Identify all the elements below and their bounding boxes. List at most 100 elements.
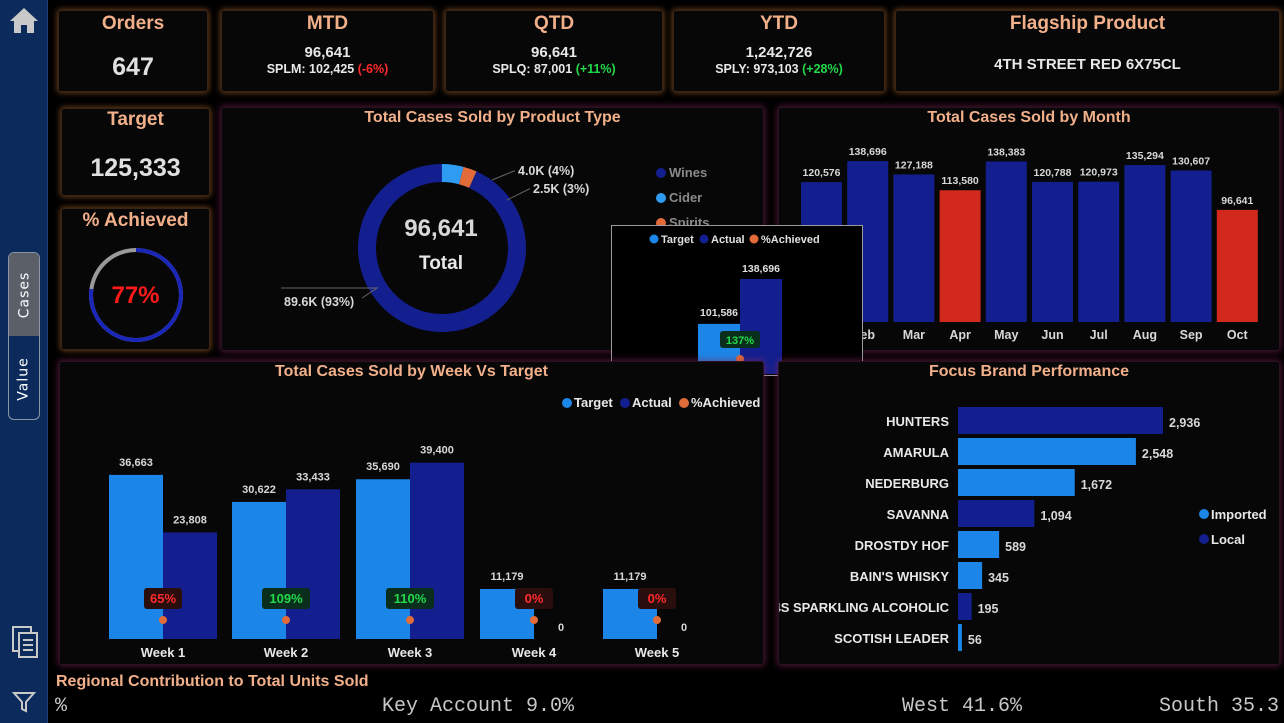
brand-category-label: AMARULA — [883, 445, 949, 460]
month-bar-mar — [893, 174, 935, 322]
month-bar-jun — [1032, 181, 1073, 322]
brand-category-label: 4S SPARKLING ALCOHOLIC — [779, 600, 950, 615]
week-achieved-badge — [638, 588, 676, 609]
brand-legend-marker — [1199, 509, 1209, 519]
week-target-label: 36,663 — [119, 457, 153, 469]
orders-value: 647 — [112, 53, 154, 81]
month-data-label: 120,576 — [803, 167, 841, 179]
qtd-title: QTD — [533, 13, 575, 34]
week-achieved-point — [653, 616, 661, 624]
month-data-label: 138,696 — [849, 146, 887, 158]
month-tick-label: Aug — [1133, 328, 1157, 342]
week-tick-label: Week 2 — [264, 645, 309, 660]
tooltip-legend-marker — [649, 234, 659, 244]
tooltip-chart: Target Actual %Achieved 101,586 138,696 137% — [649, 234, 820, 374]
brand-data-label: 195 — [978, 602, 999, 616]
toggle-value[interactable]: Value — [16, 356, 33, 401]
tooltip-legend-label: Target — [661, 234, 694, 246]
legend-marker-wines — [656, 168, 666, 178]
gauge-fill — [89, 248, 183, 342]
ticker-item: West 41.6% — [902, 695, 1023, 718]
brand-category-label: SAVANNA — [887, 507, 950, 522]
week-target-label: 11,179 — [490, 571, 523, 583]
ticker-item: South 35.3 — [1159, 695, 1280, 718]
brand-bar — [958, 624, 962, 651]
brand-category-label: BAIN'S WHISKY — [850, 569, 949, 584]
month-bar-sep — [1170, 170, 1212, 322]
month-title: Total Cases Sold by Month — [927, 109, 1131, 126]
week-achieved-label: 65% — [150, 591, 176, 606]
week-legend-marker — [679, 398, 689, 408]
home-icon[interactable] — [9, 6, 39, 34]
tooltip-legend-marker — [699, 234, 709, 244]
month-data-label: 120,973 — [1080, 167, 1118, 179]
week-achieved-badge — [515, 588, 553, 609]
brand-legend-marker — [1199, 534, 1209, 544]
mtd-card: MTD 96,641 SPLM: 102,425 (-6%) — [221, 10, 434, 92]
month-tick-label: Mar — [903, 328, 925, 342]
brand-bar — [958, 500, 1035, 527]
month-tick-label: eb — [860, 328, 875, 342]
target-value: 125,333 — [90, 154, 181, 182]
flagship-title: Flagship Product — [1009, 13, 1166, 34]
brand-legend-label: Local — [1211, 532, 1245, 547]
brand-data-label: 1,094 — [1040, 509, 1071, 523]
donut-data-label: 2.5K (3%) — [533, 182, 589, 196]
mtd-compare: SPLM: 102,425 (-6%) — [266, 62, 389, 76]
month-bar-apr — [939, 190, 981, 322]
week-actual-label: 0 — [558, 622, 564, 634]
month-tick-label: Oct — [1227, 328, 1249, 342]
brand-chart: HUNTERS 2,936 AMARULA 2,548 NEDERBURG 1,672 SA… — [779, 407, 1267, 651]
tooltip-achieved-label: 137% — [726, 335, 754, 347]
legend-label-wines: Wines — [669, 165, 707, 180]
month-data-label: 130,607 — [1172, 155, 1210, 167]
week-achieved-badge — [386, 588, 434, 609]
week-tick-label: Week 5 — [635, 645, 680, 660]
month-data-label: 135,294 — [1126, 150, 1164, 162]
week-target-label: 30,622 — [242, 484, 276, 496]
tooltip-legend-label: %Achieved — [761, 234, 820, 246]
week-legend-label: Target — [574, 395, 613, 410]
mtd-title: MTD — [306, 13, 349, 34]
tooltip-legend-marker — [749, 234, 759, 244]
week-achieved-point — [406, 616, 414, 624]
week-title: Total Cases Sold by Week Vs Target — [275, 363, 548, 380]
product-type-donut: 89.6K (93%)4.0K (4%)2.5K (3%)WinesCiderS… — [281, 164, 709, 332]
week-achieved-point — [282, 616, 290, 624]
donut-slice-cider — [441, 164, 464, 185]
brand-category-label: HUNTERS — [886, 414, 949, 429]
week-target-bar — [232, 501, 286, 639]
legend-label-cider: Cider — [669, 190, 702, 205]
cases-value-toggle[interactable]: Cases Value — [8, 252, 40, 420]
month-data-label: 120,788 — [1034, 167, 1072, 179]
achieved-card: % Achieved 77% — [61, 208, 210, 350]
month-data-label: 113,580 — [941, 175, 979, 187]
week-legend-label: Actual — [632, 395, 672, 410]
donut-center-label: Total — [419, 253, 463, 274]
week-achieved-label: 110% — [394, 591, 427, 606]
month-tick-label: May — [994, 328, 1018, 342]
week-actual-bar — [163, 532, 217, 639]
month-data-label: 138,383 — [987, 146, 1025, 158]
month-tick-label: Jul — [1090, 328, 1108, 342]
week-actual-bar — [286, 489, 340, 639]
brand-data-label: 589 — [1005, 540, 1026, 554]
chart-tooltip: Target Actual %Achieved 101,586 138,696 137% — [611, 225, 863, 376]
ticker-title: Regional Contribution to Total Units Sol… — [56, 673, 369, 690]
donut-leader-line — [491, 170, 515, 181]
week-tick-label: Week 3 — [388, 645, 433, 660]
report-pages-icon[interactable] — [11, 625, 39, 659]
brand-bar — [958, 593, 972, 620]
donut-leader-line — [281, 287, 379, 299]
week-target-bar — [356, 479, 410, 639]
brand-bar — [958, 469, 1075, 496]
toggle-cases[interactable]: Cases — [9, 253, 39, 336]
filter-icon[interactable] — [12, 690, 36, 714]
week-achieved-label: 109% — [269, 591, 303, 606]
brand-category-label: SCOTISH LEADER — [834, 631, 949, 646]
ytd-value: 1,242,726 — [745, 44, 813, 61]
month-tick-label: Jun — [1041, 328, 1063, 342]
donut-center-value: 96,641 — [404, 215, 478, 242]
week-tick-label: Week 1 — [141, 645, 186, 660]
